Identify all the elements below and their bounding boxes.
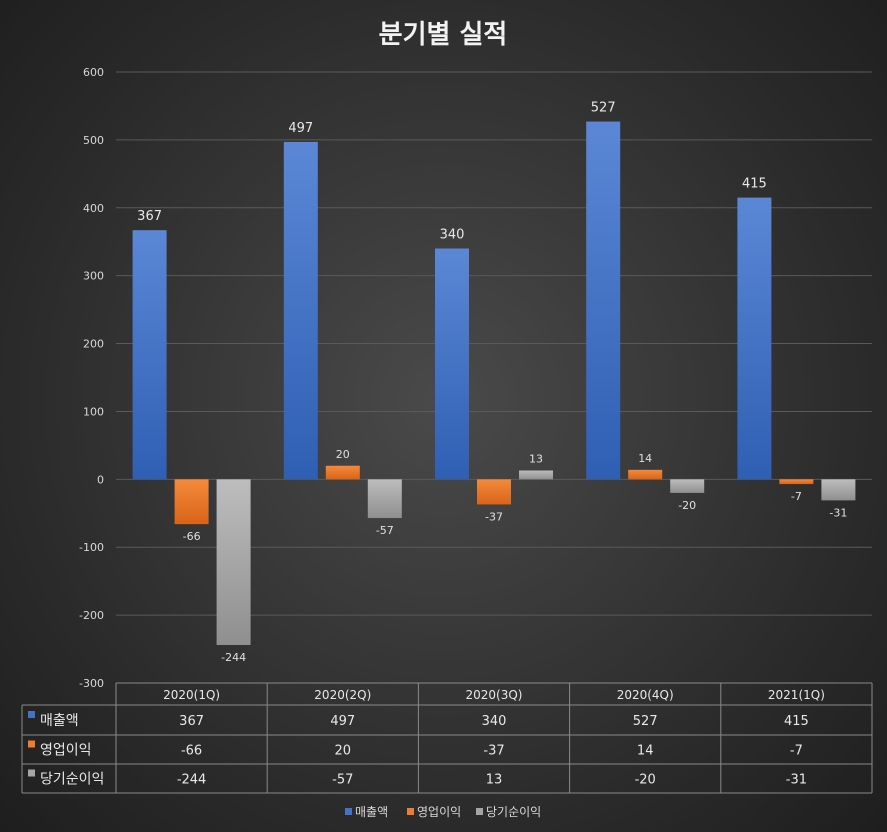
table-series-name: 영업이익 bbox=[40, 743, 92, 759]
legend-key bbox=[476, 808, 483, 815]
y-tick-label: -300 bbox=[79, 677, 104, 690]
table-cell: 340 bbox=[482, 714, 507, 729]
bar-net-income bbox=[519, 470, 553, 480]
data-label: 527 bbox=[591, 101, 616, 116]
chart-title: 분기별 실적 bbox=[379, 20, 508, 50]
table-cell: 20 bbox=[335, 744, 352, 759]
bars bbox=[132, 121, 856, 645]
y-tick-label: 100 bbox=[83, 405, 104, 418]
y-tick-label: 600 bbox=[83, 66, 104, 79]
data-label: 13 bbox=[529, 453, 543, 466]
y-axis: 600 500 400 300 200 100 0 -100 -200 -300 bbox=[79, 66, 104, 690]
table-cell: 13 bbox=[486, 773, 503, 788]
table-legend-key bbox=[28, 740, 35, 748]
table-cell: 415 bbox=[784, 714, 809, 729]
data-label: -66 bbox=[183, 530, 201, 543]
y-tick-label: 200 bbox=[83, 338, 104, 351]
table-cell: -7 bbox=[790, 744, 803, 759]
bar-operating-profit bbox=[477, 479, 511, 505]
legend: 매출액 영업이익 당기순이익 bbox=[345, 805, 541, 819]
legend-label: 영업이익 bbox=[417, 805, 461, 819]
x-category-label: 2020(3Q) bbox=[466, 688, 523, 702]
bar-operating-profit bbox=[325, 465, 360, 480]
bar-sales bbox=[132, 230, 167, 480]
x-category-label: 2021(1Q) bbox=[768, 688, 825, 702]
data-label: -244 bbox=[221, 651, 246, 664]
data-label: 367 bbox=[137, 209, 162, 224]
data-table: 2020(1Q) 2020(2Q) 2020(3Q) 2020(4Q) 2021(1Q)… bbox=[21, 682, 873, 794]
y-tick-label: -100 bbox=[79, 541, 104, 554]
data-labels: 367 -66 -244 497 20 -57 340 -37 13 527 14 -20 415 -7 -… bbox=[137, 101, 847, 664]
data-label: 14 bbox=[638, 452, 652, 465]
legend-key bbox=[407, 808, 414, 815]
table-cell: -31 bbox=[786, 773, 807, 788]
table-cell: -244 bbox=[177, 773, 207, 788]
y-tick-label: 0 bbox=[97, 473, 104, 486]
bar-net-income bbox=[821, 479, 856, 501]
data-label: 20 bbox=[336, 448, 350, 461]
table-cell: -57 bbox=[332, 773, 353, 788]
legend-label: 매출액 bbox=[355, 805, 388, 819]
table-series-name: 매출액 bbox=[40, 713, 79, 729]
bar-net-income bbox=[367, 479, 402, 519]
table-legend-key bbox=[28, 711, 35, 718]
bar-net-income bbox=[670, 479, 705, 493]
data-label: -20 bbox=[678, 499, 696, 512]
x-category-label: 2020(4Q) bbox=[617, 688, 674, 702]
legend-key bbox=[345, 808, 352, 815]
bar-net-income bbox=[216, 479, 251, 645]
bar-operating-profit bbox=[628, 469, 663, 480]
data-label: 415 bbox=[742, 177, 767, 192]
y-tick-label: 500 bbox=[83, 134, 104, 147]
legend-label: 당기순이익 bbox=[486, 805, 541, 819]
bar-operating-profit bbox=[779, 479, 814, 485]
bar-sales bbox=[435, 248, 469, 480]
table-cell: -66 bbox=[181, 744, 202, 759]
y-tick-label: 300 bbox=[83, 270, 104, 283]
table-legend-key bbox=[28, 769, 35, 777]
data-label: -31 bbox=[829, 506, 847, 519]
bar-operating-profit bbox=[174, 479, 209, 525]
bar-sales bbox=[283, 141, 318, 480]
table-cell: -20 bbox=[635, 773, 656, 788]
y-tick-label: 400 bbox=[83, 202, 104, 215]
bar-sales bbox=[586, 121, 621, 480]
data-label: -57 bbox=[376, 524, 394, 537]
data-label: -37 bbox=[485, 510, 503, 523]
x-category-label: 2020(1Q) bbox=[163, 688, 220, 702]
table-cell: 14 bbox=[637, 744, 654, 759]
data-label: 340 bbox=[440, 228, 465, 243]
table-cell: 527 bbox=[633, 714, 658, 729]
table-cell: 497 bbox=[330, 714, 355, 729]
data-label: -7 bbox=[791, 490, 802, 503]
bar-sales bbox=[737, 197, 772, 480]
table-series-name: 당기순이익 bbox=[40, 772, 104, 788]
table-cell: 367 bbox=[179, 714, 204, 729]
x-category-label: 2020(2Q) bbox=[314, 688, 371, 702]
data-label: 497 bbox=[288, 121, 313, 136]
y-tick-label: -200 bbox=[79, 609, 104, 622]
table-cell: -37 bbox=[483, 744, 504, 759]
